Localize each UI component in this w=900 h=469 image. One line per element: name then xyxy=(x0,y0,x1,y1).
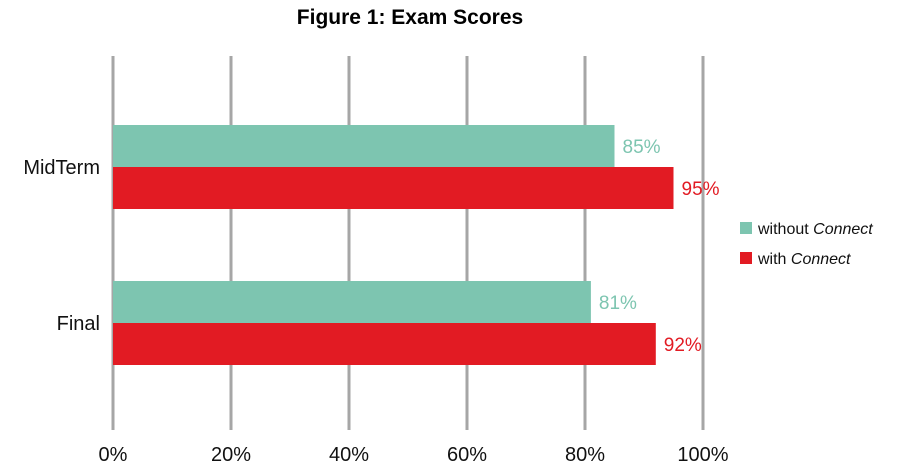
legend-swatch xyxy=(740,222,752,234)
x-tick-label: 60% xyxy=(447,444,487,466)
data-labels: 85% 95% 81% 92% xyxy=(599,137,720,356)
bar-final-series-1 xyxy=(113,323,656,365)
x-tick-label: 0% xyxy=(99,444,128,466)
data-label: 81% xyxy=(599,293,637,314)
legend-label: without Connect xyxy=(757,221,873,238)
x-tick-labels: 0% 20% 40% 60% 80% 100% xyxy=(99,444,729,466)
x-tick-label: 20% xyxy=(211,444,251,466)
data-label: 92% xyxy=(664,335,702,356)
bars xyxy=(113,125,674,365)
data-label: 95% xyxy=(682,179,720,200)
bar-midterm-series-0 xyxy=(113,125,615,167)
chart-title: Figure 1: Exam Scores xyxy=(296,6,524,29)
x-tick-label: 100% xyxy=(677,444,728,466)
category-label: MidTerm xyxy=(23,157,100,179)
data-label: 85% xyxy=(623,137,661,158)
category-label: Final xyxy=(57,313,100,335)
legend-label: with Connect xyxy=(757,251,851,268)
x-tick-label: 40% xyxy=(329,444,369,466)
category-labels: MidTerm Final xyxy=(23,157,100,335)
bar-final-series-0 xyxy=(113,281,591,323)
legend: without Connect with Connect xyxy=(740,221,873,268)
bar-midterm-series-1 xyxy=(113,167,674,209)
gridlines xyxy=(111,56,705,430)
legend-swatch xyxy=(740,252,752,264)
x-tick-label: 80% xyxy=(565,444,605,466)
